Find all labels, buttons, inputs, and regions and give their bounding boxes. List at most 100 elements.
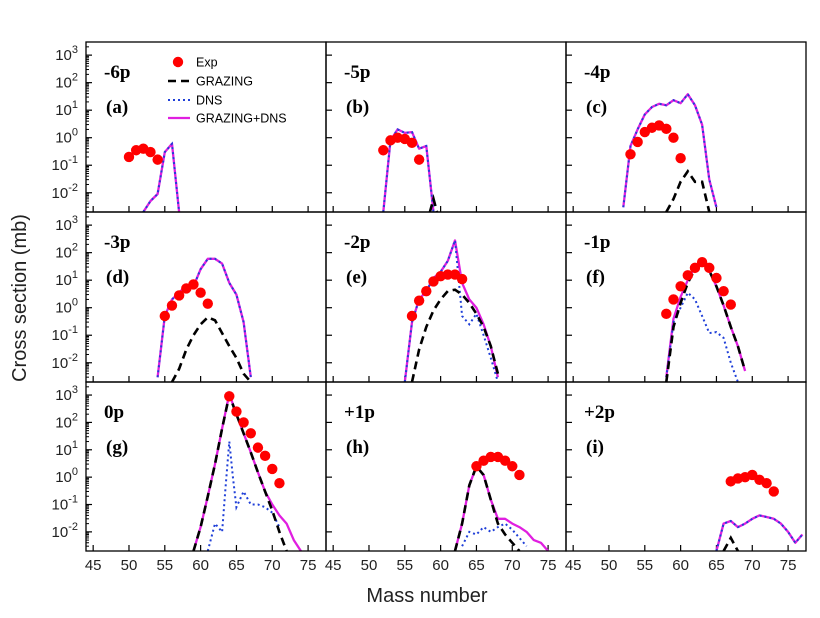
panel-plot-area bbox=[378, 128, 439, 212]
exp-point bbox=[471, 461, 482, 472]
y-tick-label: 100 bbox=[55, 466, 78, 486]
exp-point bbox=[252, 442, 264, 453]
panel-plot-area bbox=[622, 92, 718, 212]
panel-b: -5p (b) bbox=[325, 41, 567, 213]
y-tick-label: 101 bbox=[55, 99, 78, 119]
grazing-dns-line bbox=[192, 392, 302, 551]
exp-point bbox=[661, 308, 672, 320]
exp-point bbox=[413, 154, 425, 165]
x-tick-label: 70 bbox=[504, 557, 521, 574]
y-tick-label: 10-1 bbox=[52, 324, 78, 344]
legend-label: DNS bbox=[196, 94, 222, 108]
panel-i: 45 50 55 60 65 70 75 +2p (i) bbox=[565, 381, 807, 574]
exp-point bbox=[238, 417, 249, 428]
x-tick-label: 75 bbox=[540, 557, 557, 574]
dns-line bbox=[206, 441, 281, 551]
y-tick-label: 10-1 bbox=[52, 494, 78, 514]
panel-plot-area bbox=[192, 390, 302, 551]
panel-plot-area bbox=[715, 469, 804, 551]
grazing-line bbox=[453, 463, 521, 551]
y-tick-label: 103 bbox=[55, 384, 78, 404]
channel-label: +2p bbox=[584, 402, 615, 423]
x-tick-label: 50 bbox=[361, 557, 378, 574]
panel-plot-area bbox=[453, 451, 549, 551]
panel-letter: (h) bbox=[346, 437, 369, 458]
y-tick-label: 10-1 bbox=[52, 154, 78, 174]
channel-label: -1p bbox=[584, 232, 610, 253]
grazing-dns-line bbox=[156, 257, 252, 378]
y-tick-label: 103 bbox=[55, 214, 78, 234]
panel-f: -1p (f) bbox=[565, 211, 807, 383]
x-tick-label: 70 bbox=[264, 557, 281, 574]
x-tick-label: 55 bbox=[156, 557, 173, 574]
legend-label: GRAZING bbox=[196, 75, 253, 89]
exp-point bbox=[274, 478, 285, 489]
y-tick-label: 101 bbox=[55, 439, 78, 459]
exp-point bbox=[188, 279, 199, 290]
x-tick-label: 60 bbox=[432, 557, 449, 574]
exp-point bbox=[152, 154, 163, 165]
exp-point bbox=[675, 281, 686, 292]
y-tick-label: 10-2 bbox=[52, 182, 78, 202]
channel-label: 0p bbox=[104, 402, 124, 423]
panel-plot-area bbox=[123, 141, 181, 212]
exp-point bbox=[507, 461, 518, 472]
grazing-line bbox=[428, 193, 439, 212]
panel-letter: (e) bbox=[346, 267, 367, 288]
y-tick-label: 102 bbox=[55, 72, 78, 92]
exp-point bbox=[259, 450, 271, 462]
channel-label: +1p bbox=[344, 402, 375, 423]
channel-label: -5p bbox=[344, 62, 370, 83]
exp-point bbox=[514, 469, 525, 481]
panel-d: 10-2 10-1 100 101 102 103 -3p (d) bbox=[52, 211, 327, 383]
panel-letter: (f) bbox=[586, 267, 605, 288]
panel-a: 10-2 10-1 100 101 102 103 -6p (a) bbox=[52, 41, 327, 213]
exp-point bbox=[224, 391, 235, 402]
x-axis-title: Mass number bbox=[366, 585, 487, 607]
exp-point bbox=[696, 257, 708, 268]
dns-line bbox=[403, 240, 499, 382]
channel-label: -3p bbox=[104, 232, 130, 253]
legend-exp-marker bbox=[172, 56, 184, 68]
exp-point bbox=[442, 269, 453, 280]
grazing-line bbox=[665, 258, 747, 382]
panel-e: -2p (e) bbox=[325, 211, 567, 383]
grazing-line bbox=[192, 390, 288, 551]
y-tick-label: 10-2 bbox=[52, 352, 78, 372]
x-tick-label: 60 bbox=[672, 557, 689, 574]
x-tick-label: 55 bbox=[636, 557, 653, 574]
exp-point bbox=[499, 455, 511, 466]
panel-c: -4p (c) bbox=[565, 41, 807, 213]
panel-letter: (b) bbox=[346, 97, 369, 118]
y-tick-label: 102 bbox=[55, 411, 78, 431]
panel-plot-area bbox=[661, 257, 747, 382]
exp-point bbox=[711, 272, 722, 284]
x-tick-label: 55 bbox=[396, 557, 413, 574]
panel-letter: (d) bbox=[106, 267, 129, 288]
panel-letter: (g) bbox=[106, 437, 128, 458]
exp-point bbox=[406, 137, 418, 149]
y-tick-label: 10-2 bbox=[52, 521, 78, 541]
legend-label: Exp bbox=[196, 56, 218, 70]
y-tick-label: 102 bbox=[55, 242, 78, 262]
exp-point bbox=[661, 123, 672, 135]
exp-point bbox=[145, 146, 156, 158]
x-tick-label: 50 bbox=[601, 557, 618, 574]
x-tick-label: 50 bbox=[121, 557, 138, 574]
x-tick-label: 70 bbox=[744, 557, 761, 574]
panel-g: 10-2 10-1 100 101 102 103 45 50 55 60 65 70 75 0p (g) bbox=[52, 381, 327, 574]
y-tick-label: 100 bbox=[55, 127, 78, 147]
exp-point bbox=[668, 132, 679, 143]
exp-point bbox=[768, 486, 779, 497]
legend-label: GRAZING+DNS bbox=[196, 112, 287, 126]
x-tick-label: 45 bbox=[565, 557, 582, 574]
exp-point bbox=[668, 294, 679, 305]
y-axis-title: Cross section (mb) bbox=[9, 214, 31, 382]
dns-line bbox=[715, 514, 804, 551]
x-tick-label: 65 bbox=[468, 557, 485, 574]
exp-point bbox=[485, 451, 496, 463]
grazing-dns-line bbox=[403, 239, 500, 382]
panel-letter: (a) bbox=[106, 97, 128, 118]
exp-point bbox=[123, 151, 135, 163]
grazing-line bbox=[722, 535, 740, 551]
